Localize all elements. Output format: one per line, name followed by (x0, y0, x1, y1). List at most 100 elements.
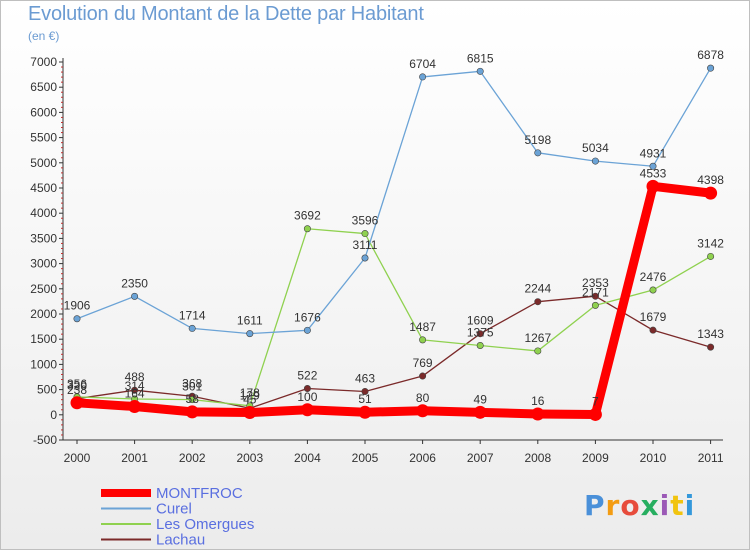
data-point (361, 230, 369, 238)
data-label: 6704 (409, 57, 436, 71)
y-tick-label: 4000 (30, 206, 57, 220)
y-tick-label: 5500 (30, 131, 57, 145)
x-tick-label: 2009 (582, 451, 609, 465)
data-point (476, 330, 484, 338)
data-label: 769 (413, 356, 433, 370)
data-point (588, 407, 602, 421)
series-line-curel (76, 67, 712, 335)
data-point (188, 324, 196, 332)
legend-label: Curel (156, 501, 192, 518)
series-line-lachau (76, 295, 712, 409)
y-tick-label: 0 (50, 408, 57, 422)
data-point (476, 341, 484, 349)
data-label: 58 (186, 392, 200, 406)
data-label: 4931 (640, 146, 667, 160)
data-point (707, 343, 715, 351)
x-tick-label: 2005 (352, 451, 379, 465)
data-label: 1487 (409, 320, 436, 334)
data-label: 100 (297, 390, 317, 404)
data-point (70, 396, 84, 410)
data-point (476, 67, 484, 75)
x-tick-label: 2011 (698, 451, 724, 465)
data-label: 3142 (697, 236, 724, 250)
data-label: 1609 (467, 314, 494, 328)
data-label: 2171 (582, 285, 609, 299)
data-point (649, 162, 657, 170)
data-label: 6878 (697, 48, 724, 62)
series-line-montfroc (72, 181, 716, 419)
x-tick-label: 2007 (467, 451, 494, 465)
chart-title: Evolution du Montant de la Dette par Hab… (28, 3, 424, 25)
data-label: 2244 (524, 282, 551, 296)
data-label: 314 (125, 379, 145, 393)
data-point (707, 252, 715, 260)
data-point (473, 405, 487, 419)
logo-letter: r (605, 489, 621, 522)
y-tick-label: 5000 (30, 156, 57, 170)
y-tick-label: 3000 (30, 257, 57, 271)
data-point (188, 396, 196, 404)
y-tick-label: 2000 (30, 307, 57, 321)
data-point (303, 326, 311, 334)
data-point (358, 405, 372, 419)
data-point (591, 301, 599, 309)
data-label: 301 (182, 380, 202, 394)
data-label: 2350 (121, 276, 148, 290)
logo-letter: i (684, 489, 696, 522)
data-label: 3111 (353, 238, 378, 252)
legend-label: MONTFROC (156, 485, 243, 502)
logo-letter: o (620, 489, 641, 522)
x-tick-label: 2003 (236, 451, 263, 465)
data-point (649, 286, 657, 294)
data-point (591, 292, 599, 300)
legend-label: Lachau (156, 532, 205, 549)
data-label: 2353 (582, 276, 609, 290)
legend-label: Les Omergues (156, 516, 254, 533)
data-label: 1375 (467, 326, 494, 340)
series-line-les-omergues (76, 228, 712, 407)
y-tick-label: 2500 (30, 282, 57, 296)
data-label: 1679 (640, 310, 667, 324)
data-point (300, 403, 314, 417)
data-label: 5034 (582, 141, 609, 155)
data-label: 356 (67, 377, 87, 391)
x-tick-label: 2002 (179, 451, 206, 465)
data-label: 522 (297, 368, 317, 382)
data-point (649, 326, 657, 334)
data-label: 320 (67, 379, 87, 393)
data-label: 488 (125, 370, 145, 384)
data-label: 80 (416, 391, 430, 405)
logo-letter: x (640, 489, 660, 522)
data-label: 16 (531, 394, 545, 408)
y-tick-label: 3500 (30, 231, 57, 245)
data-point (416, 404, 430, 418)
data-label: 49 (474, 392, 488, 406)
data-point (419, 372, 427, 380)
data-point (243, 406, 257, 420)
x-tick-label: 2000 (64, 451, 91, 465)
logo-letter: i (659, 489, 671, 522)
data-point (131, 386, 139, 394)
data-label: 45 (243, 393, 257, 407)
data-label: 3596 (352, 214, 379, 228)
data-label: 178 (240, 386, 260, 400)
data-label: 4533 (640, 166, 667, 180)
data-point (185, 405, 199, 419)
data-point (591, 157, 599, 165)
x-tick-label: 2010 (640, 451, 667, 465)
logo-letter: t (670, 489, 685, 522)
data-label: 4398 (697, 173, 724, 187)
data-label: 164 (125, 387, 145, 401)
y-tick-label: 500 (37, 383, 57, 397)
data-label: 129 (240, 388, 260, 402)
data-label: 463 (355, 371, 375, 385)
x-tick-label: 2004 (294, 451, 321, 465)
proxiti-logo: Proxiti (584, 489, 695, 522)
y-tick-label: 1500 (30, 332, 57, 346)
y-axis-unit: (en €) (28, 29, 60, 43)
data-point (419, 336, 427, 344)
data-point (419, 73, 427, 81)
data-point (128, 400, 142, 414)
data-label: 1676 (294, 310, 321, 324)
data-point (361, 387, 369, 395)
